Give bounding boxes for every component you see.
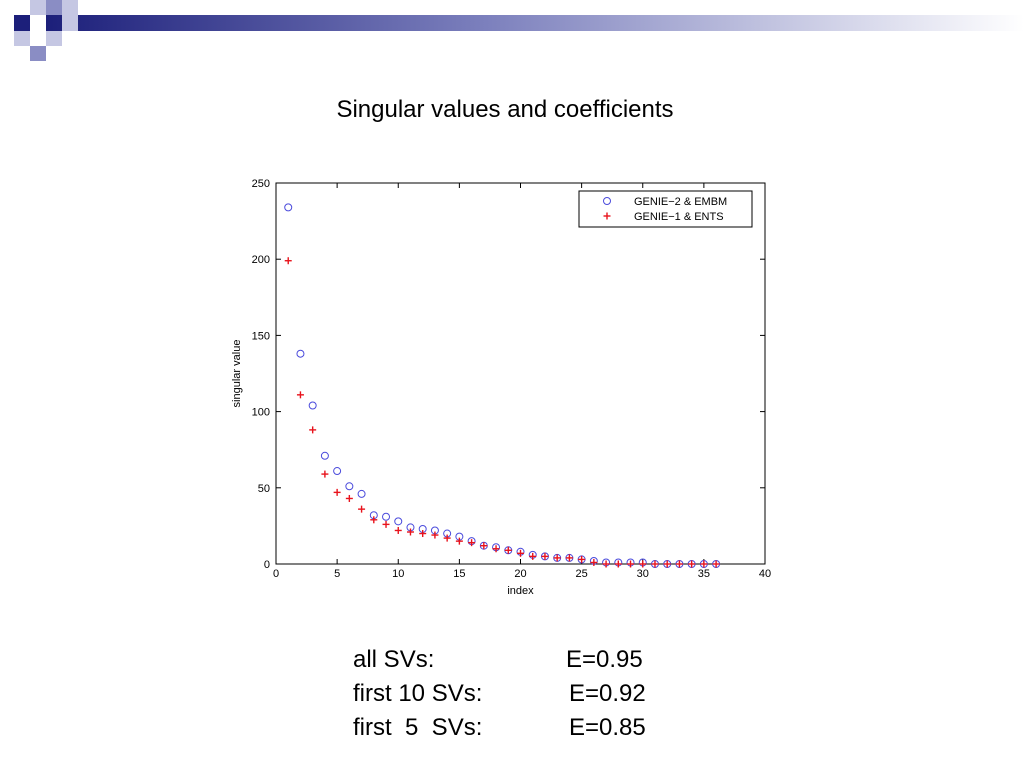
data-point (296, 349, 305, 358)
slide-title: Singular values and coefficients (336, 96, 674, 123)
header-square (62, 0, 78, 15)
data-point (345, 494, 353, 502)
data-point (406, 528, 414, 536)
stat-label: first 5 SVs: (353, 714, 483, 741)
legend-entry-label: GENIE−2 & EMBM (634, 196, 727, 208)
stat-value: E=0.95 (566, 646, 643, 673)
data-point (333, 467, 342, 476)
data-point (321, 470, 329, 478)
data-point (358, 505, 366, 513)
data-points (284, 203, 721, 568)
series-2 (284, 257, 720, 568)
header-square (46, 0, 62, 15)
data-point (614, 560, 622, 568)
data-point (394, 517, 403, 526)
stat-label: all SVs: (353, 646, 435, 673)
axis-ticks: 0 5 10 15 20 25 30 35 40 0 50 100 150 200 250 index sing… (231, 178, 771, 597)
header-square (30, 15, 46, 31)
y-tick-label: 100 (252, 407, 270, 419)
data-point (296, 391, 304, 399)
x-axis-label: index (507, 585, 534, 597)
x-tick-label: 0 (273, 568, 279, 580)
x-tick-label: 20 (514, 568, 526, 580)
data-point (345, 482, 354, 491)
data-point (370, 516, 378, 524)
data-point (553, 554, 561, 562)
y-tick-label: 0 (264, 559, 270, 571)
data-point (357, 489, 366, 498)
data-point (712, 560, 720, 568)
stat-label: first 10 SVs: (353, 680, 483, 707)
data-point (480, 542, 488, 550)
data-point (603, 197, 611, 205)
data-point (590, 558, 598, 566)
header-decoration (14, 0, 1024, 61)
data-point (431, 531, 439, 539)
legend-box (578, 190, 753, 228)
header-square (30, 46, 46, 61)
data-point (700, 560, 708, 568)
data-point (627, 560, 635, 568)
data-point (602, 560, 610, 568)
x-tick-label: 30 (637, 568, 649, 580)
data-point (517, 549, 524, 557)
data-point (504, 546, 512, 554)
header-square (14, 15, 30, 31)
stat-value: E=0.92 (569, 680, 646, 707)
data-point (382, 520, 390, 528)
legend: GENIE−2 & EMBM GENIE−1 & ENTS (578, 190, 753, 228)
x-tick-label: 10 (392, 568, 404, 580)
data-point (565, 554, 573, 562)
series-1 (284, 203, 721, 568)
plot-area-border (275, 182, 766, 565)
x-tick-label: 15 (453, 568, 465, 580)
data-point (688, 560, 696, 568)
x-tick-label: 35 (698, 568, 710, 580)
data-point (578, 555, 586, 563)
x-tick-label: 40 (759, 568, 771, 580)
y-tick-label: 250 (252, 178, 270, 190)
data-point (675, 560, 683, 568)
header-square (62, 15, 78, 31)
data-point (443, 534, 451, 542)
data-point (639, 560, 647, 568)
plot-frame (275, 182, 766, 565)
x-tick-label: 25 (576, 568, 588, 580)
y-tick-label: 200 (252, 254, 270, 266)
data-point (663, 560, 671, 568)
data-point (394, 526, 402, 534)
data-point (455, 537, 463, 545)
header-gradient-bar (46, 15, 1024, 31)
y-tick-label: 50 (258, 483, 270, 495)
data-point (382, 512, 391, 521)
data-point (651, 560, 659, 568)
data-point (333, 488, 341, 496)
data-point (309, 426, 317, 434)
stat-value: E=0.85 (569, 714, 646, 741)
data-point (529, 552, 537, 560)
legend-entry-label: GENIE−1 & ENTS (634, 211, 724, 223)
data-point (320, 451, 329, 460)
data-point (419, 530, 427, 538)
data-point (468, 539, 476, 547)
y-axis-label: singular value (231, 340, 243, 408)
data-point (284, 257, 292, 265)
x-tick-label: 5 (334, 568, 340, 580)
data-point (492, 545, 500, 553)
header-square (30, 0, 46, 15)
data-point (308, 401, 317, 410)
data-point (603, 212, 611, 220)
header-square (14, 31, 30, 46)
data-point (284, 203, 293, 212)
y-tick-label: 150 (252, 330, 270, 342)
data-point (541, 552, 549, 560)
header-square (46, 31, 62, 46)
